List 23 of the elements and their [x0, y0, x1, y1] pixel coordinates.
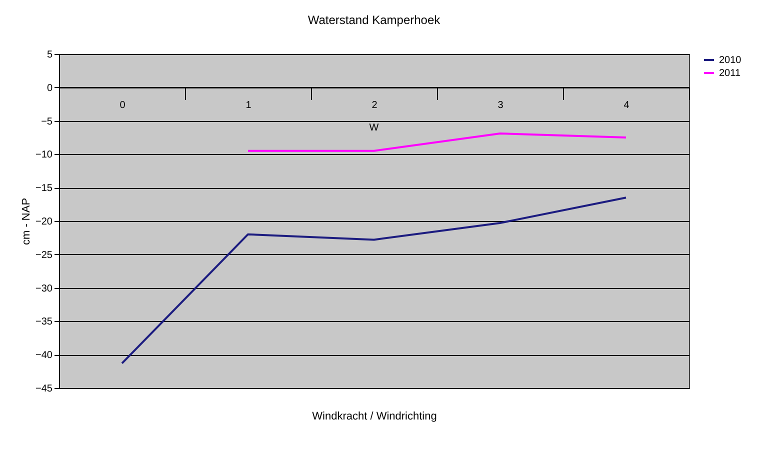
x-axis-title: Windkracht / Windrichting — [312, 410, 437, 422]
annotation: W — [369, 122, 380, 134]
y-tick-label: −25 — [36, 250, 53, 261]
x-tick-label: 1 — [246, 100, 252, 111]
y-tick-label: −20 — [36, 216, 53, 228]
chart-title: Waterstand Kamperhoek — [308, 13, 442, 27]
y-tick-label: −45 — [36, 384, 53, 394]
x-tick-label: 0 — [120, 100, 126, 111]
y-tick-label: −40 — [36, 350, 53, 362]
y-tick-label: 0 — [46, 82, 53, 94]
y-tick-label: −35 — [36, 316, 53, 328]
x-tick-label: 3 — [498, 100, 504, 111]
legend-label: 2010 — [719, 55, 742, 66]
y-tick-label: −15 — [36, 183, 53, 194]
y-axis-title: cm - NAP — [20, 198, 33, 246]
line-series — [121, 196, 627, 364]
x-tick-label: 2 — [372, 100, 378, 111]
y-tick-label: −5 — [41, 116, 53, 128]
legend-label: 2011 — [719, 68, 741, 79]
y-tick-label: 5 — [46, 50, 53, 60]
y-tick-label: −30 — [36, 283, 53, 294]
x-tick-label: 4 — [624, 100, 630, 111]
y-tick-label: −10 — [36, 150, 53, 161]
